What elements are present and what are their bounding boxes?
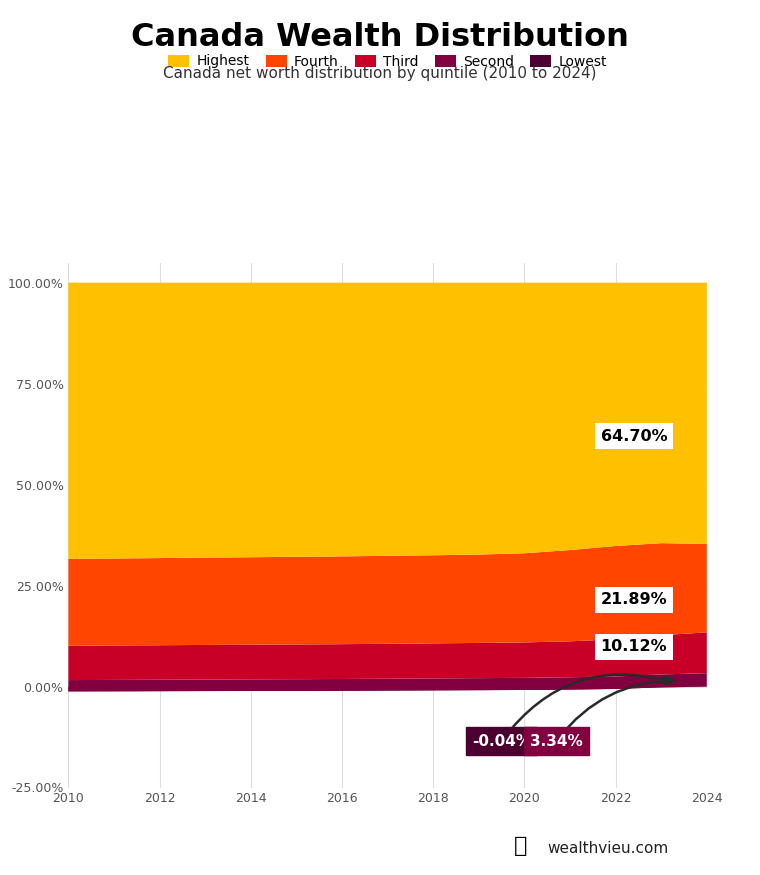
Text: Canada net worth distribution by quintile (2010 to 2024): Canada net worth distribution by quintil… <box>163 66 597 80</box>
Text: 64.70%: 64.70% <box>600 429 667 444</box>
Text: -0.04%: -0.04% <box>472 733 531 748</box>
Text: ⓦ: ⓦ <box>514 836 527 856</box>
Text: wealthvieu.com: wealthvieu.com <box>547 841 669 856</box>
Text: Canada Wealth Distribution: Canada Wealth Distribution <box>131 22 629 52</box>
Text: 10.12%: 10.12% <box>600 640 667 654</box>
Text: 3.34%: 3.34% <box>530 733 583 748</box>
Text: 21.89%: 21.89% <box>600 592 667 607</box>
Legend: Highest, Fourth, Third, Second, Lowest: Highest, Fourth, Third, Second, Lowest <box>163 49 613 74</box>
